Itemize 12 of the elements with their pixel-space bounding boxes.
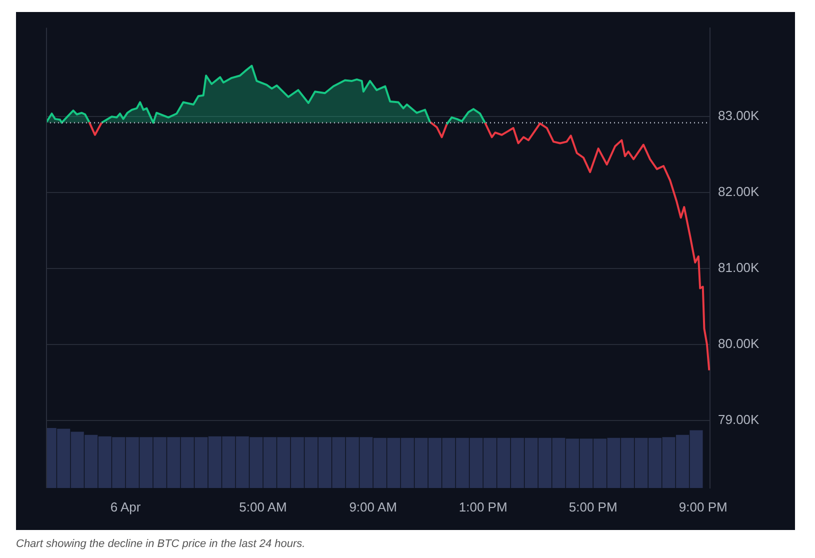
x-tick-label: 6 Apr <box>110 499 142 514</box>
y-tick-label: 79.00K <box>718 412 760 427</box>
x-tick-label: 5:00 PM <box>568 499 618 514</box>
y-tick-label: 83.00K <box>718 108 760 124</box>
x-tick-label: 9:00 AM <box>349 499 397 514</box>
x-tick-label: 5:00 AM <box>239 499 287 514</box>
y-tick-label: 80.00K <box>718 336 760 352</box>
y-tick-label: 81.00K <box>718 260 760 276</box>
x-tick-label: 9:00 PM <box>678 499 728 514</box>
x-tick-label: 1:00 PM <box>458 499 508 514</box>
text: Chart showing the decline in BTC price in the last 24 hours. <box>16 538 306 550</box>
y-tick-label: 82.00K <box>718 184 760 200</box>
